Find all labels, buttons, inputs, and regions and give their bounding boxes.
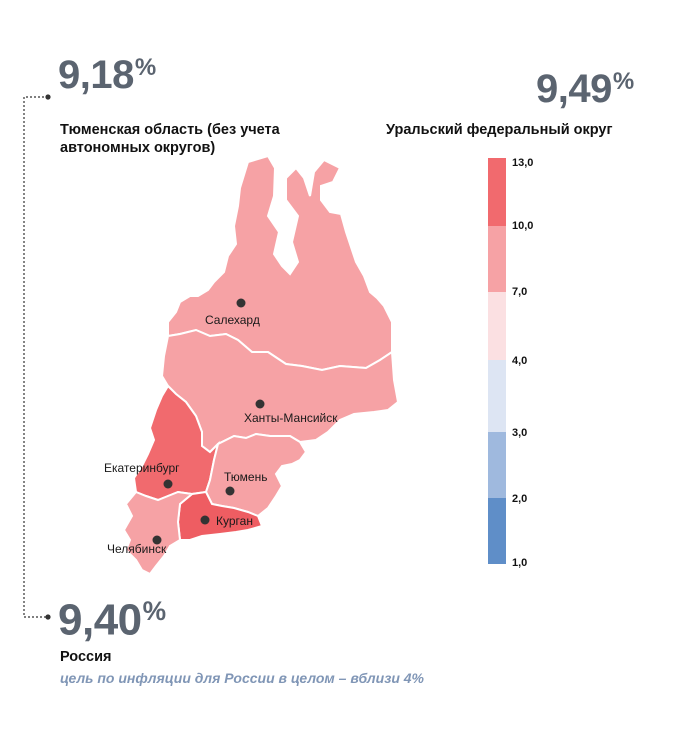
city-label-salekhard: Салехард (205, 313, 260, 327)
legend-bin-2-3 (488, 432, 506, 498)
legend-bin-3-4 (488, 360, 506, 432)
region-yamalo-nenets (167, 154, 393, 372)
city-label-chelyabinsk: Челябинск (107, 542, 167, 556)
city-label-yekaterinburg: Екатеринбург (104, 461, 180, 475)
ural-value-unit: % (612, 67, 634, 95)
city-dot-yekaterinburg (163, 479, 173, 489)
ural-district-value: 9,49% (536, 69, 634, 109)
city-dot-salekhard (236, 298, 246, 308)
ural-value-number: 9,49 (536, 67, 612, 111)
tyumen-region-value: 9,18% (58, 55, 156, 95)
city-label-tyumen: Тюмень (224, 470, 267, 484)
legend-tick-10: 10,0 (512, 220, 533, 232)
russia-value-unit: % (142, 596, 166, 626)
russia-value-number: 9,40 (58, 595, 142, 645)
inflation-target-note: цель по инфляции для России в целом – вб… (60, 670, 425, 686)
legend-bin-1-2 (488, 498, 506, 564)
legend-tick-1: 1,0 (512, 557, 527, 569)
legend-tick-4: 4,0 (512, 355, 527, 367)
city-label-khanty-mansiysk: Ханты-Мансийск (244, 411, 338, 425)
legend-bin-4-7 (488, 292, 506, 360)
russia-label: Россия (60, 649, 112, 665)
legend-bin-7-10 (488, 226, 506, 292)
legend-tick-2: 2,0 (512, 493, 527, 505)
city-dot-chelyabinsk (152, 535, 162, 545)
city-label-kurgan: Курган (216, 514, 253, 528)
legend-tick-3: 3,0 (512, 427, 527, 439)
city-dot-khanty-mansiysk (255, 399, 265, 409)
russia-value: 9,40% (58, 598, 166, 643)
region-chelyabinsk (122, 490, 195, 576)
legend-tick-7: 7,0 (512, 286, 527, 298)
legend-tick-13: 13,0 (512, 157, 533, 169)
tyumen-region-label: Тюменская область (без учета автономных … (60, 122, 280, 156)
tyumen-value-unit: % (134, 53, 156, 81)
city-dot-tyumen (225, 486, 235, 496)
city-dot-kurgan (200, 515, 210, 525)
ural-district-label: Уральский федеральный округ (386, 122, 613, 138)
legend-bin-10-13 (488, 158, 506, 226)
tyumen-value-number: 9,18 (58, 53, 134, 97)
